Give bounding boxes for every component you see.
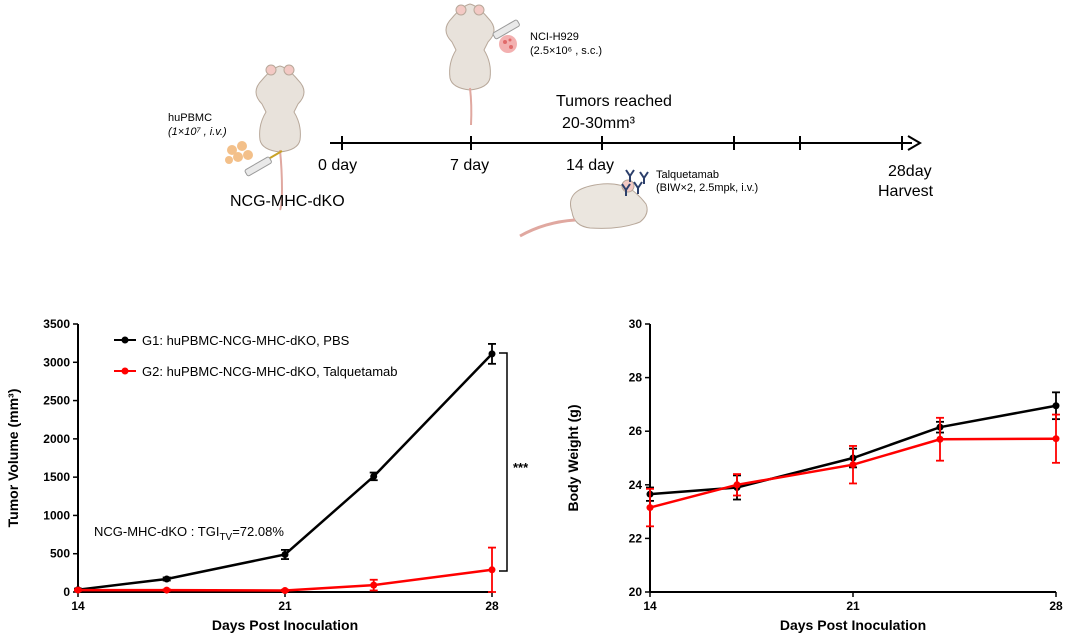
y-tick-label: 2500 xyxy=(43,394,70,408)
y-tick-label: 20 xyxy=(629,585,643,599)
tumor-note-line1: Tumors reached xyxy=(556,93,672,110)
experiment-schematic: huPBMC (1×10⁷ , i.v.) NCG-MHC-dKO NCI-H9… xyxy=(168,3,934,238)
legend: G1: huPBMC-NCG-MHC-dKO, PBS G2: huPBMC-N… xyxy=(114,333,398,379)
data-point-2 xyxy=(163,586,171,594)
body-weight-chart: Body Weight (g) Days Post Inoculation 20… xyxy=(565,317,1063,633)
timeline-day28: 28day xyxy=(888,163,932,180)
significance-bracket: *** xyxy=(499,352,529,572)
legend-marker-g2 xyxy=(121,367,129,375)
legend-label-g1: G1: huPBMC-NCG-MHC-dKO, PBS xyxy=(142,333,350,348)
legend-label-g2: G2: huPBMC-NCG-MHC-dKO, Talquetamab xyxy=(142,364,398,379)
timeline xyxy=(330,135,922,151)
data-point-1 xyxy=(1052,402,1060,410)
y-tick-label: 0 xyxy=(63,585,70,599)
y-axis-title-bw: Body Weight (g) xyxy=(565,404,581,511)
y-axis-title: Tumor Volume (mm³) xyxy=(5,389,21,528)
tumor-cells-icon xyxy=(499,35,517,53)
model-label: NCG-MHC-dKO xyxy=(230,193,345,210)
y-tick-label: 1000 xyxy=(43,508,70,522)
tgi-annotation: NCG-MHC-dKO : TGITV=72.08% xyxy=(94,524,284,543)
hupbmc-dose: (1×10⁷ , i.v.) xyxy=(168,126,227,138)
y-tick-label: 28 xyxy=(629,371,643,385)
y-tick-label: 3000 xyxy=(43,355,70,369)
x-axis-title-bw: Days Post Inoculation xyxy=(780,617,926,633)
tumor-volume-chart: Tumor Volume (mm³) Days Post Inoculation… xyxy=(5,317,529,633)
y-tick-label: 3500 xyxy=(43,317,70,331)
data-point-2 xyxy=(370,581,378,589)
syringe-icon xyxy=(244,150,283,177)
cells-icon xyxy=(225,141,253,164)
data-point-1 xyxy=(370,472,378,480)
data-point-2 xyxy=(1052,435,1060,443)
data-point-2 xyxy=(74,586,82,594)
data-point-1 xyxy=(281,550,289,558)
drug-label: Talquetamab xyxy=(656,169,719,181)
y-tick-label: 1500 xyxy=(43,470,70,484)
y-tick-label: 30 xyxy=(629,317,643,331)
antibody-icon xyxy=(621,169,649,196)
tgi-subscript: TV xyxy=(219,532,232,543)
cellline-label: NCI-H929 xyxy=(530,31,579,43)
data-point-2 xyxy=(488,566,496,574)
hupbmc-label: huPBMC xyxy=(168,112,212,124)
tgi-prefix: NCG-MHC-dKO : TGI xyxy=(94,524,219,539)
y-tick-label: 22 xyxy=(629,531,643,545)
data-point-2 xyxy=(281,586,289,594)
y-tick-label: 2000 xyxy=(43,432,70,446)
timeline-day0: 0 day xyxy=(318,157,357,174)
x-tick-label: 28 xyxy=(485,599,499,613)
timeline-day7: 7 day xyxy=(450,157,489,174)
y-tick-label: 26 xyxy=(629,424,643,438)
x-tick-label: 14 xyxy=(71,599,85,613)
timeline-day14: 14 day xyxy=(566,157,614,174)
x-tick-label: 21 xyxy=(846,599,860,613)
x-tick-label: 21 xyxy=(278,599,292,613)
legend-marker-g1 xyxy=(121,336,129,344)
data-point-2 xyxy=(646,504,654,512)
mouse-standing-icon xyxy=(255,64,305,211)
y-tick-label: 500 xyxy=(50,547,70,561)
x-tick-label: 14 xyxy=(643,599,657,613)
y-tick-label: 24 xyxy=(629,478,643,492)
drug-dose: (BIW×2, 2.5mpk, i.v.) xyxy=(656,182,758,194)
data-point-2 xyxy=(733,481,741,489)
x-tick-label: 28 xyxy=(1049,599,1063,613)
x-axis-title: Days Post Inoculation xyxy=(212,617,358,633)
data-point-2 xyxy=(936,435,944,443)
syringe-icon-2 xyxy=(492,19,520,40)
mouse-standing-icon-2 xyxy=(445,3,495,126)
data-point-2 xyxy=(849,461,857,469)
tumor-note-line2: 20-30mm³ xyxy=(562,115,636,132)
data-point-1 xyxy=(488,350,496,358)
cellline-dose: (2.5×10⁶ , s.c.) xyxy=(530,45,602,57)
significance-label: *** xyxy=(513,460,529,475)
tgi-value: =72.08% xyxy=(232,524,284,539)
data-point-1 xyxy=(163,575,171,583)
harvest-label: Harvest xyxy=(878,183,934,200)
